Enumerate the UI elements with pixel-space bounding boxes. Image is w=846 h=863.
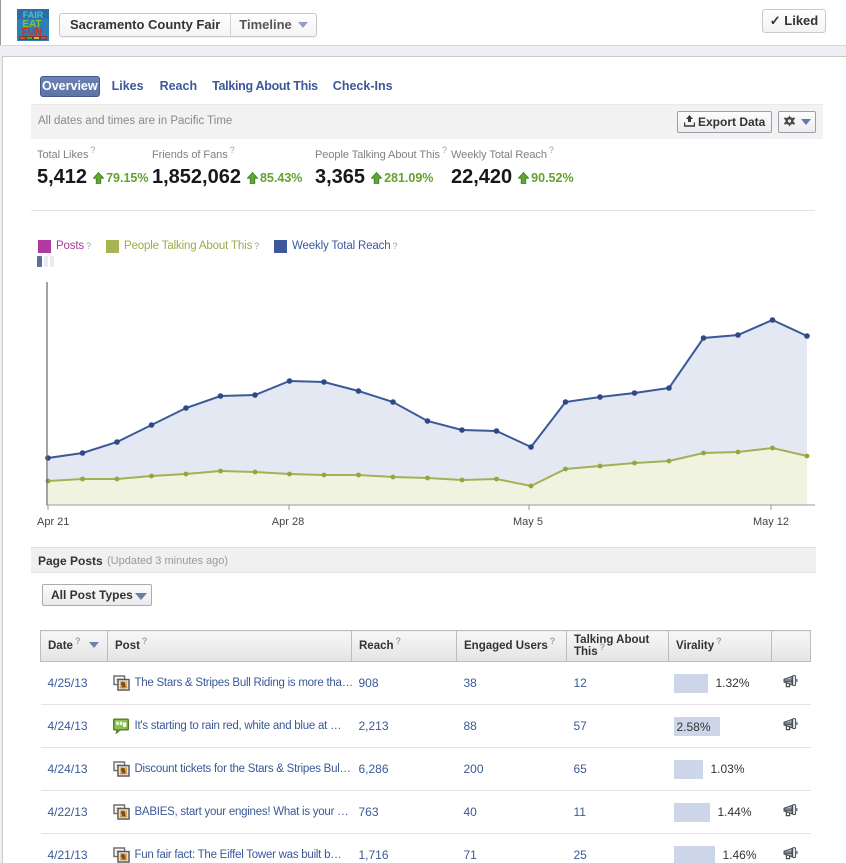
svg-text:May 5: May 5: [513, 516, 543, 528]
svg-text:May 12: May 12: [753, 516, 789, 528]
svg-text:FAIR: FAIR: [23, 10, 44, 20]
svg-text:FUN: FUN: [22, 27, 43, 38]
svg-text:EAT: EAT: [22, 19, 41, 30]
svg-text:Apr 21: Apr 21: [37, 516, 69, 528]
svg-text:Apr 28: Apr 28: [272, 516, 304, 528]
